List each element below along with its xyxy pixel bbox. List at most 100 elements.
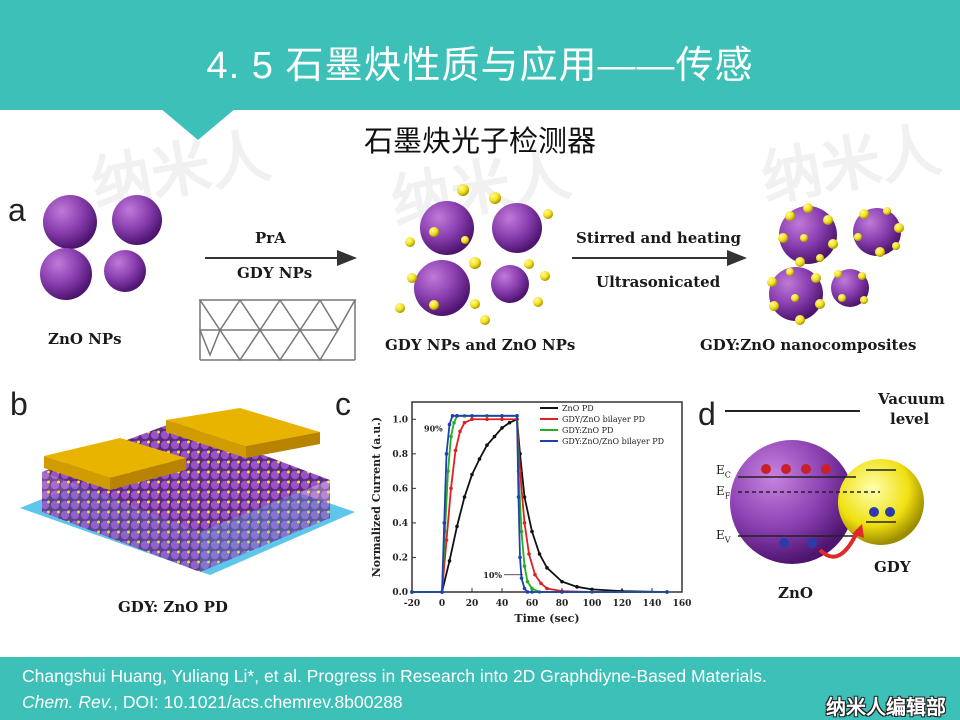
zno-nps-label: ZnO NPs [48,330,122,348]
x-tick-label: 140 [643,599,662,609]
zno-label: ZnO [778,584,813,602]
data-point [470,472,474,477]
data-point [410,590,414,594]
data-point [470,414,474,418]
data-point [444,538,449,542]
data-point [525,579,530,584]
x-tick-label: 60 [526,599,539,609]
data-point [560,590,564,594]
gdy-particles [395,184,553,325]
data-point [575,585,579,589]
data-point [462,420,467,425]
arrow1-top-label: PrA [255,229,286,247]
x-tick-label: -20 [404,599,420,609]
gdy-sphere-large [838,459,924,545]
data-point [560,579,564,584]
y-tick-label: 0.0 [392,588,408,598]
panel-d-letter: d [698,396,716,432]
citation-line1: Changshui Huang, Yuliang Li*, et al. Pro… [22,666,767,686]
zno-sphere [104,250,146,292]
data-point [446,469,450,473]
data-point [485,417,489,422]
x-axis-label: Time (sec) [514,612,579,625]
arrow1-bottom-label: GDY NPs [237,264,313,282]
data-point [525,590,530,594]
zno-sphere [420,201,474,255]
data-point [462,495,467,499]
zno-sphere [491,265,529,303]
panel-b-letter: b [10,386,28,422]
slide-subtitle: 石墨炔光子检测器 [363,126,596,158]
holes [779,507,895,548]
data-point [537,552,542,556]
data-point [470,417,474,422]
zno-sphere [112,195,162,245]
zno-sphere [414,260,470,316]
annotation-10: 10% [483,570,502,580]
gdy-zno-composites [767,203,904,325]
ev-label: EV [716,528,731,545]
data-point [492,434,497,439]
x-tick-label: 160 [673,599,692,609]
data-point [455,414,459,418]
composite-label: GDY:ZnO nanocomposites [700,336,917,354]
data-point [545,566,549,570]
data-point [516,495,521,499]
data-point [530,529,534,534]
data-point [442,521,447,525]
data-point [500,426,504,430]
mix-label: GDY NPs and ZnO NPs [385,336,576,354]
panel-b-label: GDY: ZnO PD [118,598,228,616]
y-tick-label: 0.8 [392,450,408,460]
data-point [477,457,482,461]
legend-label: GDY:ZnO PD [562,426,613,435]
data-point [522,521,527,525]
data-point [665,590,669,594]
gdy-label: GDY [874,558,911,576]
data-point [500,417,504,422]
data-point [590,587,594,592]
title-banner-notch [160,108,236,140]
gdy-lattice-icon [198,299,357,362]
data-point [522,564,527,568]
data-point [519,529,524,534]
page-title: 4. 5 石墨炔性质与应用——传感 [206,45,754,87]
vacuum-label-line2: level [890,410,930,428]
legend-label: ZnO PD [562,404,594,413]
vacuum-label-line1: Vacuum [878,390,945,408]
panel-b-device-figure [20,408,355,575]
legend-label: GDY:ZnO/ZnO bilayer PD [562,437,664,446]
x-tick-label: 0 [439,599,445,609]
data-point [500,414,504,418]
legend-label: GDY/ZnO bilayer PD [562,415,645,424]
data-point [444,452,449,456]
zno-sphere [40,248,92,300]
y-tick-label: 0.4 [392,519,408,529]
footer-citation: Changshui Huang, Yuliang Li*, et al. Pro… [0,657,960,720]
data-point [539,581,543,586]
band-diagram [725,410,924,564]
data-point [455,524,459,529]
x-tick-label: 80 [556,599,569,609]
citation-line2: Chem. Rev., DOI: 10.1021/acs.chemrev.8b0… [22,692,403,712]
y-tick-label: 1.0 [392,415,408,425]
data-point [449,434,453,439]
series-line-1 [412,417,668,593]
zno-sphere [43,195,97,249]
data-point [440,590,444,594]
arrow2-top-label: Stirred and heating [576,229,742,247]
data-point [518,555,522,560]
data-point [522,586,527,591]
data-point [530,586,534,591]
panel-c-letter: c [335,386,351,422]
panel-a-figure [40,184,904,362]
data-point [453,448,458,453]
data-point [452,420,456,425]
x-tick-label: 100 [583,599,602,609]
panel-a-letter: a [8,192,26,228]
ec-label: EC [716,463,731,480]
data-point [447,422,452,427]
y-axis-label: Normalized Current (a.u.) [370,417,383,578]
electrons [761,464,831,474]
photocurrent-chart: -20 0 20 40 60 80 100 120 140 160 0.0 0.2 0.4 0.6 0.8 1… [370,401,692,625]
